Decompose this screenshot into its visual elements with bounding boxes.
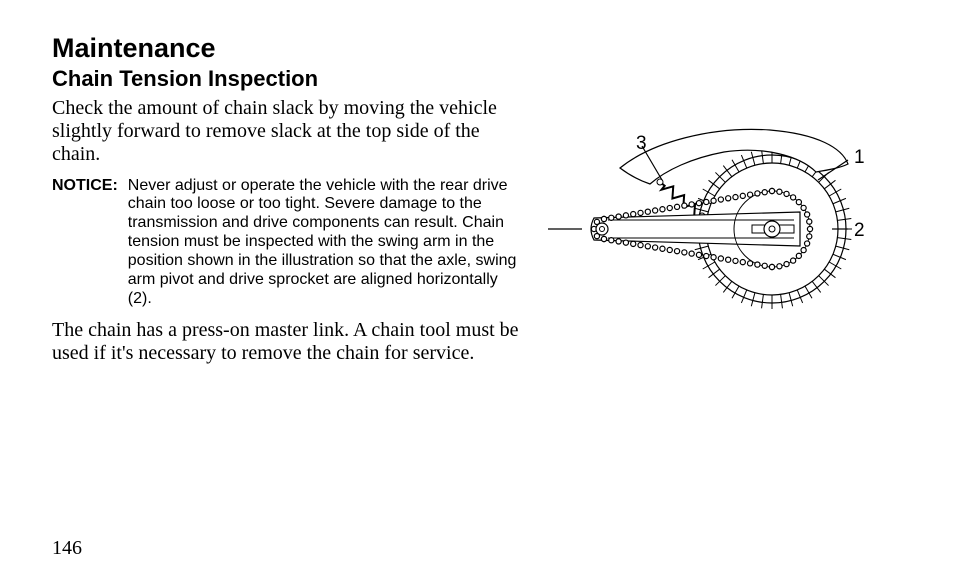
notice-label: NOTICE:	[52, 177, 118, 309]
figure-column: 2 1 3	[542, 34, 902, 375]
svg-text:1: 1	[854, 147, 865, 168]
page-number: 146	[52, 537, 82, 560]
svg-text:2: 2	[854, 220, 865, 241]
section-subtitle: Chain Tension Inspection	[52, 66, 522, 91]
content-columns: Maintenance Chain Tension Inspection Che…	[52, 34, 902, 375]
paragraph-2: The chain has a press-on master link. A …	[52, 319, 522, 365]
notice-text: Never adjust or operate the vehicle with…	[128, 177, 522, 309]
svg-text:3: 3	[636, 133, 647, 154]
chain-diagram: 2 1 3	[542, 112, 872, 322]
notice-block: NOTICE: Never adjust or operate the vehi…	[52, 177, 522, 309]
paragraph-1: Check the amount of chain slack by movin…	[52, 97, 522, 167]
section-title: Maintenance	[52, 34, 522, 64]
page-root: Maintenance Chain Tension Inspection Che…	[0, 0, 954, 588]
text-column: Maintenance Chain Tension Inspection Che…	[52, 34, 522, 375]
